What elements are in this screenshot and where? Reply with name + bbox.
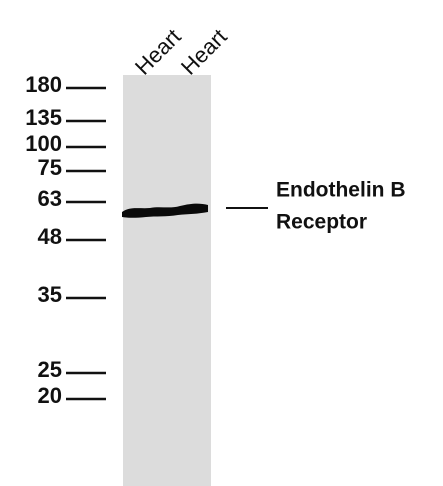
marker-label: 180: [25, 72, 62, 97]
marker-label: 135: [25, 105, 62, 130]
blot-figure: 180 13510075 63 48 35 2520 HeartHeart Endotheli…: [0, 0, 443, 486]
marker-label: 48: [38, 224, 62, 249]
marker-label: 75: [38, 155, 62, 180]
marker-label: 35: [38, 282, 62, 307]
gel-lane: [123, 75, 211, 486]
lane-label: Heart: [130, 24, 186, 80]
band-label: Endothelin B: [276, 179, 406, 202]
marker-label: 20: [38, 383, 62, 408]
marker-label: 100: [25, 131, 62, 156]
band-label: Receptor: [276, 211, 367, 234]
marker-label: 63: [38, 186, 62, 211]
marker-label: 25: [38, 357, 62, 382]
lane-label: Heart: [176, 24, 232, 80]
